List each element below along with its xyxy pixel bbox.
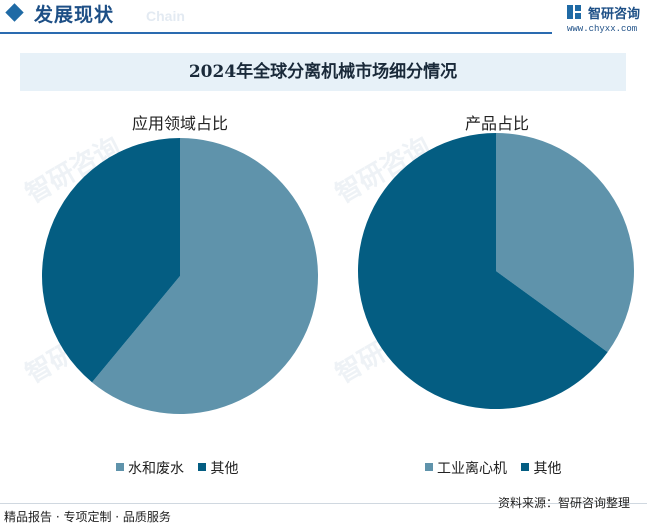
legend-item: 其他 [521,458,561,478]
pie-chart-product: 产品占比 工业离心机 其他 [337,100,647,500]
pie-slice-其他 [358,133,608,409]
footer-divider [0,503,647,504]
brand-name: 智研咨询 [588,7,641,22]
divider [0,32,552,34]
legend-label: 水和废水 [128,461,184,477]
legend: 水和废水 其他 [116,458,248,478]
pie-title: 产品占比 [464,114,529,133]
legend-swatch [521,463,530,471]
pie-slice-其他 [41,138,180,383]
pie-slice-工业离心机 [496,133,634,353]
brand-url: www.chyxx.com [567,24,638,34]
pie-title: 应用领域占比 [131,114,228,133]
pie-svg [41,138,319,414]
legend-item: 水和废水 [116,458,184,478]
pie-slice-水和废水 [92,138,319,414]
legend-swatch [116,463,124,471]
legend-item: 其他 [198,458,238,478]
legend-item: 工业离心机 [425,458,507,478]
chart-banner: 2024年全球分离机械市场细分情况 [20,53,626,91]
pie-svg [358,133,634,409]
legend-swatch [425,463,433,471]
chart-title: 2024年全球分离机械市场细分情况 [188,62,458,82]
section-title: 发展现状 [34,4,115,26]
diamond-icon [5,3,24,22]
legend-label: 其他 [533,461,562,477]
footer-tagline: 精品报告 · 专项定制 · 品质服务 [4,510,171,524]
footer-source: 资料来源：智研咨询整理 [498,496,631,510]
pie-chart-application: 应用领域占比 水和废水 其他 [20,100,340,500]
legend: 工业离心机 其他 [425,458,571,478]
legend-label: 其他 [210,461,239,477]
legend-swatch [198,463,207,471]
brand-logo-icon [567,5,581,19]
top-bar: 发展现状 Chain 智研咨询 www.chyxx.com [0,0,647,34]
section-subtitle: Chain [146,8,185,24]
legend-label: 工业离心机 [437,461,507,477]
